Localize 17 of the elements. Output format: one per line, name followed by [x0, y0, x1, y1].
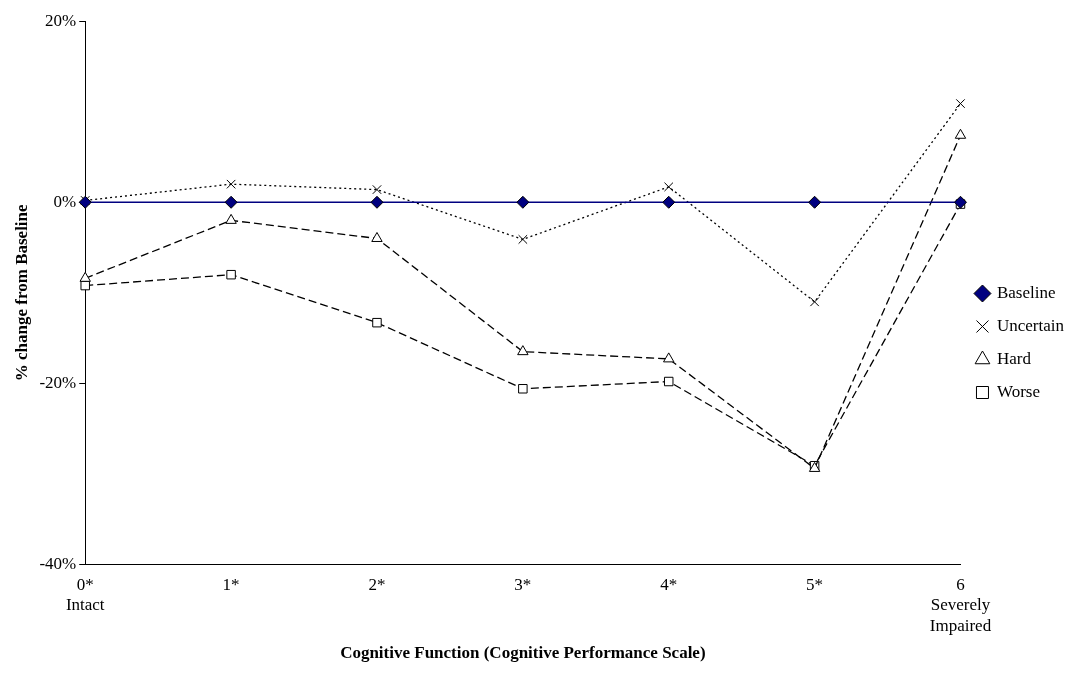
legend-label: Baseline — [996, 282, 1056, 302]
x-axis-title: Cognitive Function (Cognitive Performance Scale) — [340, 643, 706, 663]
y-tick-label: 0% — [53, 191, 77, 211]
legend-label: Hard — [996, 348, 1032, 368]
x-tick-label: 4* — [660, 575, 678, 595]
y-tick-label: 20% — [45, 10, 77, 30]
x-tick-label: 6 Severely Impaired — [929, 575, 992, 635]
x-tick-label: 0* Intact — [65, 575, 105, 615]
x-tick-label: 1* — [222, 575, 240, 595]
x-tick-label: 3* — [514, 575, 532, 595]
y-axis-title: % change from Baseline — [11, 203, 31, 382]
y-tick-label: -20% — [39, 372, 77, 392]
legend-label: Worse — [996, 381, 1040, 401]
x-tick-label: 5* — [806, 575, 824, 595]
x-tick-label: 2* — [368, 575, 386, 595]
legend-label: Uncertain — [996, 315, 1065, 335]
y-tick-label: -40% — [39, 553, 77, 573]
